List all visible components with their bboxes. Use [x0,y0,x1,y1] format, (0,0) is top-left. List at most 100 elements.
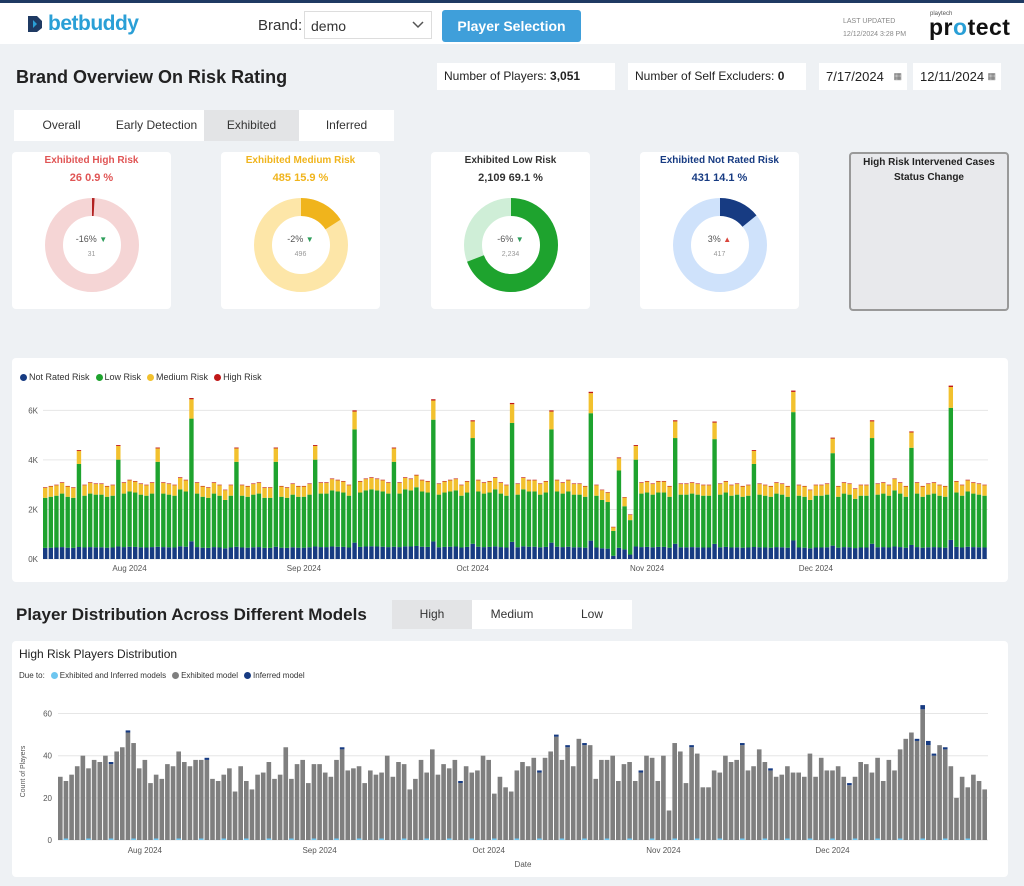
bar-medium [869,421,875,439]
bar-low [363,490,369,547]
bar-not-rated [841,547,847,559]
legend-item-low[interactable]: Low Risk [95,372,141,382]
legend-item-medium[interactable]: Medium Risk [147,372,208,382]
tab-medium[interactable]: Medium [490,607,534,621]
bar-high [256,482,262,483]
brand-dropdown[interactable]: demo [304,11,432,39]
date-to-input[interactable]: 12/11/2024 ▦ [913,63,1001,90]
bar-both-models [244,838,249,840]
bar-exhibited [176,751,181,840]
bar-medium [661,481,667,493]
change-value: -16% [75,234,97,244]
bar-not-rated [571,547,577,559]
risk-card-previous: 2,234 [501,251,520,258]
bar-high [71,487,76,488]
bar-not-rated [268,547,273,559]
tab-exhibited[interactable]: Exhibited [204,110,299,141]
bar-not-rated [301,547,307,559]
bar-both-models [356,838,362,840]
bar-low [639,493,644,548]
bar-not-rated [543,546,549,559]
bar-both-models [153,838,159,840]
bar-exhibited [311,764,317,840]
legend-item-not-rated[interactable]: Not Rated Risk [20,372,90,382]
risk-card[interactable]: Exhibited Not Rated Risk 431 14.1 % 3% ▲ 41… [640,152,799,309]
bar-high [599,489,605,491]
tab-inferred[interactable]: Inferred [299,110,394,141]
bar-medium [245,486,250,497]
bar-not-rated [493,546,498,559]
distribution-panel: High Risk Players Distribution Due to: E… [12,641,1008,877]
risk-card[interactable]: Exhibited High Risk 26 0.9 % -16% ▼ 31 [12,152,171,309]
calendar-icon[interactable]: ▦ [987,71,996,81]
arrow-down-icon: ▼ [515,235,524,244]
tab-overall[interactable]: Overall [14,110,109,141]
risk-card[interactable]: Exhibited Low Risk 2,109 69.1 % -6% ▼ 2,234 [431,152,590,309]
bar-low [678,494,684,548]
high-risk-intervened-box[interactable]: High Risk Intervened Cases Status Change [849,152,1009,311]
date-from-input[interactable]: 7/17/2024 ▦ [819,63,907,90]
legend-item-exhibited-model[interactable]: Exhibited model [172,671,238,680]
num-players-value: 3,051 [550,69,581,83]
x-tick-label: Sep 2024 [287,564,322,573]
bar-medium [206,487,211,498]
bar-not-rated [307,547,312,559]
bar-low [431,419,436,542]
bar-medium [560,482,565,494]
bar-not-rated [836,547,841,559]
bar-not-rated [386,547,391,559]
bar-exhibited [740,745,745,840]
bar-medium [476,480,481,492]
legend-item-high[interactable]: High Risk [214,372,262,382]
bar-high [813,484,819,486]
bar-exhibited [503,787,508,840]
bar-not-rated [959,547,965,559]
bar-not-rated [352,542,357,559]
risk-card[interactable]: Exhibited Medium Risk 485 15.9 % -2% ▼ 496 [221,152,380,309]
bar-high [217,484,222,486]
legend-item-inferred-model[interactable]: Inferred model [244,671,305,680]
bar-low [448,491,453,547]
legend-item-both-models[interactable]: Exhibited and Inferred models [50,671,166,680]
bar-not-rated [374,546,380,559]
calendar-icon[interactable]: ▦ [893,71,902,81]
bar-low [858,495,864,548]
bar-medium [712,422,717,440]
bar-low [869,438,875,544]
bar-not-rated [363,546,369,559]
bar-low [622,506,627,550]
player-selection-button[interactable]: Player Selection [442,10,581,42]
bar-low [155,461,160,547]
bar-not-rated [133,546,138,559]
bar-low [689,493,695,548]
bar-high [194,482,200,483]
legend-label: Exhibited model [181,671,239,680]
bar-medium [746,485,751,496]
tab-high[interactable]: High [392,600,472,629]
bar-not-rated [431,541,436,559]
bar-not-rated [223,548,228,559]
bar-medium [616,458,622,471]
bar-exhibited [390,776,396,840]
bar-high [262,487,267,488]
bar-low [464,492,470,547]
tab-early-detection[interactable]: Early Detection [109,110,204,141]
bar-medium [223,490,228,500]
bar-exhibited [813,776,818,840]
bar-exhibited [452,759,458,840]
bar-not-rated [971,547,976,559]
bar-high [138,483,144,485]
bar-low [408,490,414,547]
bar-medium [386,482,391,494]
bar-high [886,484,892,486]
bar-exhibited [683,783,689,840]
betbuddy-logo[interactable]: betbuddy [26,12,139,36]
bar-not-rated [419,546,425,559]
donut-segment [464,198,558,292]
bar-medium [459,485,464,496]
bar-low [611,530,616,556]
bar-medium [701,485,706,496]
bar-high [329,478,335,480]
bar-both-models [807,838,813,840]
tab-low[interactable]: Low [580,607,603,621]
